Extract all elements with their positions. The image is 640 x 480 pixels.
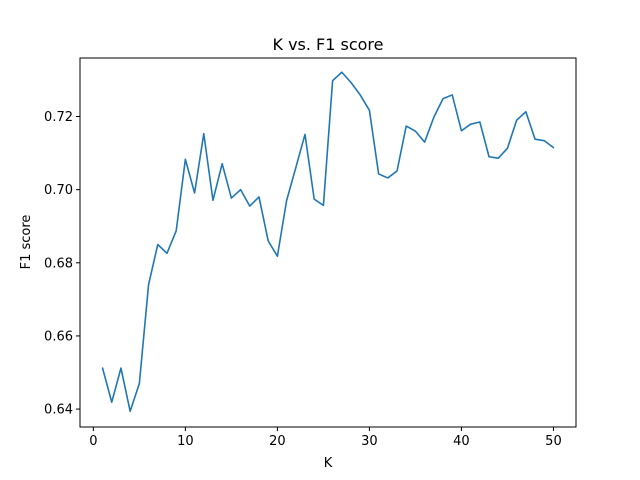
y-axis: 0.64 0.66 0.68 0.70 0.72 xyxy=(44,110,80,418)
x-tick-label: 50 xyxy=(545,434,562,449)
x-tick-label: 10 xyxy=(177,434,194,449)
x-axis: 0 10 20 30 40 50 xyxy=(89,427,562,449)
plot-area xyxy=(101,71,555,413)
x-tick-label: 40 xyxy=(453,434,470,449)
x-tick-label: 30 xyxy=(361,434,378,449)
y-tick-label: 0.72 xyxy=(44,110,73,125)
x-tick-label: 20 xyxy=(269,434,286,449)
y-tick-label: 0.64 xyxy=(44,403,73,418)
y-tick-label: 0.66 xyxy=(44,329,73,344)
axes-frame xyxy=(79,57,577,428)
y-tick-label: 0.70 xyxy=(44,183,73,198)
chart-title: K vs. F1 score xyxy=(272,35,383,54)
y-tick-label: 0.68 xyxy=(44,256,73,271)
y-axis-label: F1 score xyxy=(19,215,34,270)
series-line xyxy=(101,71,555,413)
x-tick-label: 0 xyxy=(89,434,97,449)
x-axis-label: K xyxy=(324,456,333,471)
